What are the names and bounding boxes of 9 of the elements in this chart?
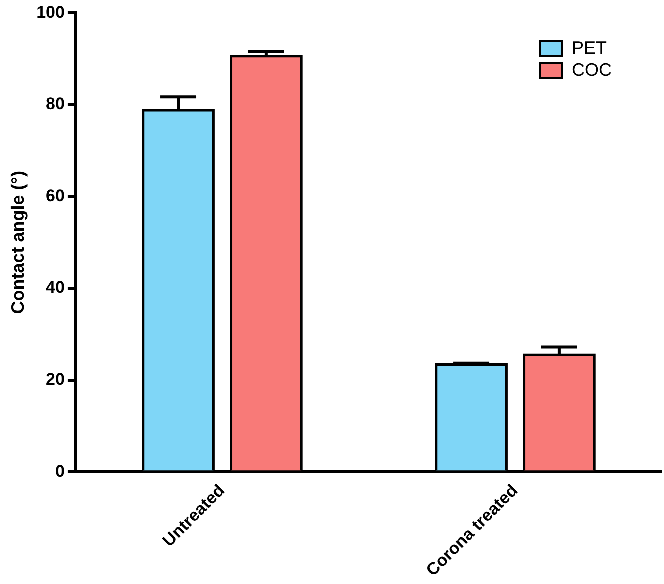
y-axis-title: Contact angle (°) — [8, 171, 28, 314]
y-tick-label: 60 — [46, 186, 65, 206]
y-tick-label: 100 — [36, 2, 65, 22]
y-tick-label: 0 — [55, 462, 65, 481]
y-tick-label: 80 — [46, 94, 65, 114]
legend-label: PET — [572, 38, 608, 58]
y-tick-label: 20 — [46, 370, 65, 389]
y-tick-label: 40 — [46, 278, 65, 298]
legend-label: COC — [572, 60, 612, 80]
